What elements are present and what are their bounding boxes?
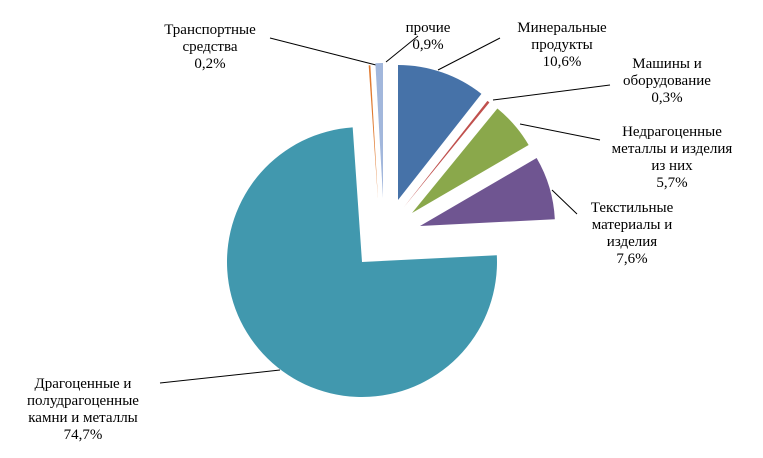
- leader-line-precious: [159, 369, 281, 384]
- label-other: прочие 0,9%: [405, 20, 451, 53]
- slice-transport: [368, 65, 378, 200]
- leader-line-metals: [519, 123, 601, 141]
- slice-minerals: [398, 65, 482, 200]
- label-precious: Драгоценные и полудрагоценные камни и ме…: [27, 376, 139, 443]
- slice-textiles: [420, 158, 555, 226]
- leader-line-other: [385, 35, 419, 63]
- leader-line-transport: [269, 37, 377, 66]
- slice-metals: [412, 108, 529, 213]
- slice-machines: [404, 100, 490, 207]
- leader-line-minerals: [437, 37, 501, 71]
- label-textiles: Текстильные материалы и изделия 7,6%: [590, 200, 674, 267]
- slice-precious: [226, 127, 498, 397]
- label-machines: Машины и оборудование 0,3%: [623, 56, 711, 106]
- label-minerals: Минеральные продукты 10,6%: [517, 20, 607, 70]
- slice-other: [375, 63, 383, 198]
- label-transport: Транспортные средства 0,2%: [164, 22, 256, 72]
- leader-line-textiles: [551, 189, 578, 215]
- label-metals: Недрагоценные металлы и изделия из них 5,…: [611, 124, 733, 191]
- leader-line-machines: [492, 84, 611, 101]
